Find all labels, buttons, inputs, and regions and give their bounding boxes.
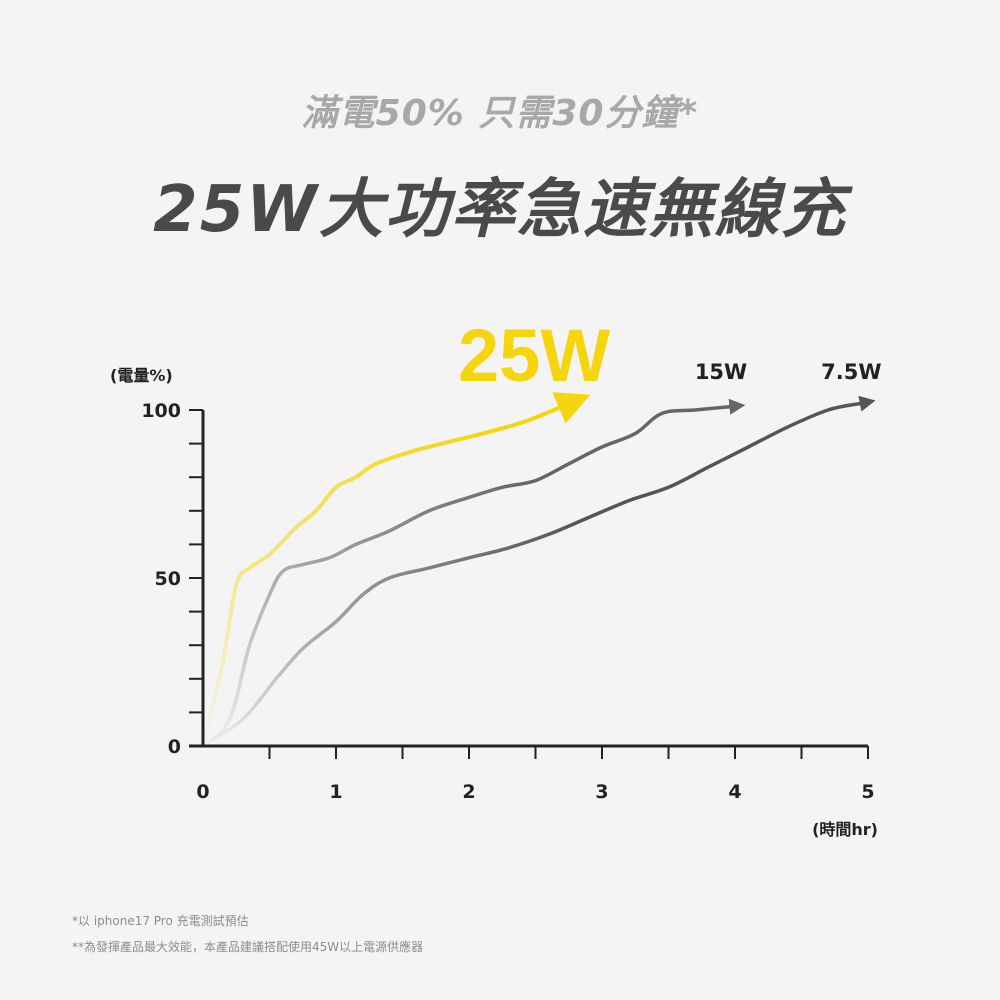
series-line-7-5w	[201, 395, 876, 748]
y-tick-label: 100	[141, 400, 181, 422]
y-tick-label: 50	[155, 568, 181, 590]
x-tick-label: 4	[728, 781, 741, 803]
series-label-7-5w: 7.5W	[821, 360, 881, 384]
x-tick-label: 2	[462, 781, 475, 803]
footnote-1: *以 iphone17 Pro 充電測試預估	[72, 914, 249, 928]
x-tick-label: 1	[329, 781, 342, 803]
y-tick-label: 0	[168, 736, 181, 758]
series-label-25w: 25W	[458, 314, 610, 397]
series-line-25w	[201, 392, 591, 748]
y-axis-label: (電量%)	[110, 366, 173, 385]
footnotes: *以 iphone17 Pro 充電測試預估 **為發揮產品最大效能，本產品建議…	[72, 908, 423, 960]
x-tick-label: 5	[861, 781, 874, 803]
footnote-2: **為發揮產品最大效能，本產品建議搭配使用45W以上電源供應器	[72, 940, 424, 954]
series-label-15w: 15W	[695, 360, 747, 384]
page-title: 25W大功率急速無線充	[153, 173, 847, 247]
x-tick-label: 3	[595, 781, 608, 803]
x-tick-label: 0	[196, 781, 209, 803]
x-axis-label: (時間hr)	[812, 820, 878, 839]
page-subtitle: 滿電50% 只需30分鐘*	[301, 93, 699, 134]
series-line-15w	[201, 398, 746, 748]
